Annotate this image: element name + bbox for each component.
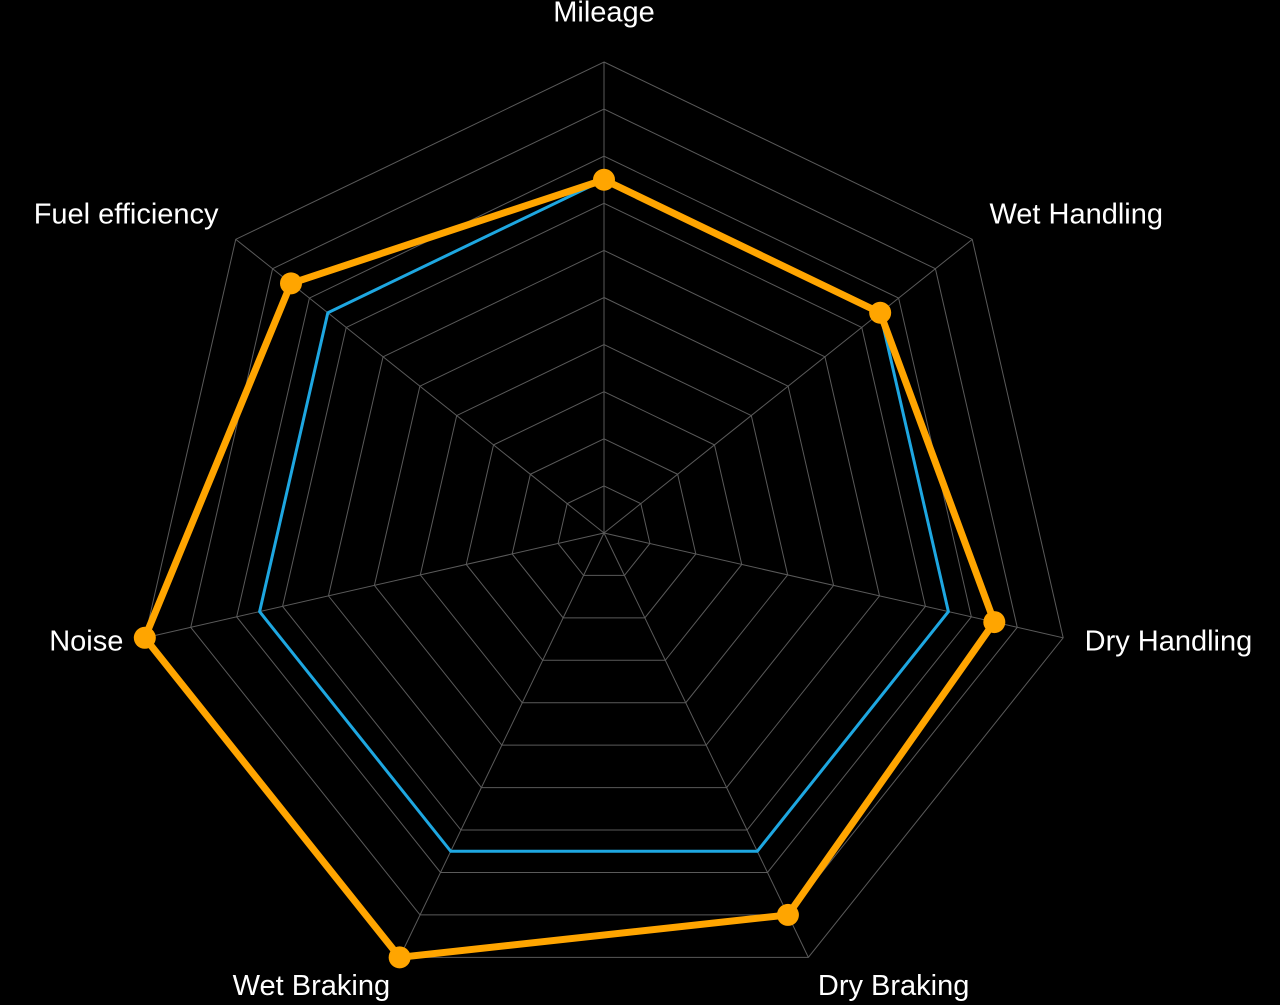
grid-ring <box>236 155 972 873</box>
grid-ring <box>373 296 835 746</box>
axis-label: Dry Handling <box>1085 625 1253 657</box>
grid-spoke <box>144 532 605 639</box>
grid-spoke <box>399 532 605 958</box>
axis-label: Dry Braking <box>818 970 970 1002</box>
grid-ring <box>282 202 926 831</box>
series-marker <box>279 272 302 295</box>
series-marker <box>133 626 156 649</box>
axis-label: Mileage <box>553 0 655 29</box>
grid-ring <box>144 61 1064 958</box>
axis-label: Fuel efficiency <box>34 198 219 230</box>
grid-spoke <box>603 532 809 958</box>
series-marker <box>776 903 799 926</box>
grid-ring <box>327 249 881 789</box>
axis-label: Wet Braking <box>233 970 390 1002</box>
grid-ring <box>557 485 651 576</box>
grid-ring <box>190 108 1018 916</box>
grid-ring <box>511 438 697 619</box>
grid-ring <box>465 391 743 661</box>
series-line <box>140 175 999 962</box>
axis-label: Noise <box>49 625 123 657</box>
series-marker <box>869 301 892 324</box>
series-marker <box>593 168 615 191</box>
grid-spoke <box>603 238 973 534</box>
series-marker <box>983 611 1006 634</box>
grid-ring <box>419 344 789 704</box>
series-line <box>257 178 951 853</box>
series-marker <box>388 946 411 969</box>
axis-label: Wet Handling <box>989 198 1163 230</box>
